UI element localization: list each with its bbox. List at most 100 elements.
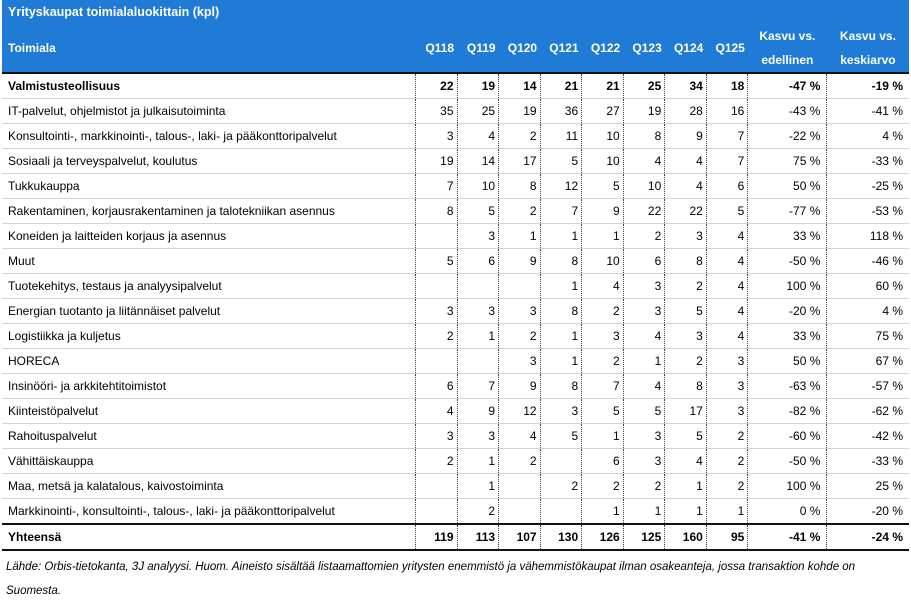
quarter-value: 8 bbox=[414, 198, 458, 224]
quarter-value: 1 bbox=[498, 223, 541, 249]
quarter-value: 8 bbox=[540, 248, 583, 274]
growth-vs-average: 4 % bbox=[826, 123, 909, 149]
quarter-value: 9 bbox=[498, 248, 541, 274]
quarter-value: 4 bbox=[664, 448, 707, 474]
industry-name: Markkinointi-, konsultointi-, talous-, l… bbox=[2, 498, 416, 525]
growth-vs-average: -62 % bbox=[826, 398, 909, 424]
header-row: Toimiala Q118 Q119 Q120 Q121 Q122 Q123 Q124 Q12… bbox=[2, 24, 909, 73]
quarter-value: 107 bbox=[498, 523, 541, 551]
header-line: keskiarvo bbox=[840, 53, 896, 67]
quarter-value: 17 bbox=[664, 398, 707, 424]
quarter-value: 19 bbox=[414, 148, 458, 174]
quarter-value: 2 bbox=[706, 473, 749, 499]
quarter-value: 6 bbox=[623, 248, 666, 274]
table-row: Insinööri- ja arkkitehtitoimistot 6 7 9 8 7 4 8… bbox=[2, 373, 909, 399]
industry-name: HORECA bbox=[2, 348, 416, 374]
table-row: Energian tuotanto ja liitännäiset palvel… bbox=[2, 298, 909, 324]
quarter-value: 119 bbox=[414, 523, 458, 551]
growth-vs-average: -33 % bbox=[826, 148, 909, 174]
quarter-value: 5 bbox=[457, 198, 500, 224]
quarter-value: 1 bbox=[664, 473, 707, 499]
column-header-quarter: Q119 bbox=[457, 24, 499, 73]
quarter-value: 28 bbox=[664, 98, 707, 124]
quarter-value: 3 bbox=[498, 348, 541, 374]
quarter-value: 4 bbox=[706, 323, 749, 349]
growth-vs-previous: 50 % bbox=[747, 348, 828, 374]
quarter-value: 5 bbox=[664, 423, 707, 449]
quarter-value: 1 bbox=[540, 348, 583, 374]
source-note: Lähde: Orbis-tietokanta, 3J analyysi. Hu… bbox=[6, 561, 856, 597]
quarter-value: 5 bbox=[664, 298, 707, 324]
quarter-value: 12 bbox=[498, 398, 541, 424]
quarter-value: 14 bbox=[457, 148, 500, 174]
quarter-value: 19 bbox=[498, 98, 541, 124]
growth-vs-previous: -77 % bbox=[747, 198, 828, 224]
quarter-value: 10 bbox=[623, 173, 666, 199]
quarter-value: 7 bbox=[414, 173, 458, 199]
table-row: Konsultointi-, markkinointi-, talous-, l… bbox=[2, 123, 909, 149]
quarter-value: 3 bbox=[664, 323, 707, 349]
quarter-value: 1 bbox=[540, 323, 583, 349]
quarter-value: 8 bbox=[540, 373, 583, 399]
quarter-value: 2 bbox=[623, 473, 666, 499]
quarter-value: 8 bbox=[540, 298, 583, 324]
industry-name: Konsultointi-, markkinointi-, talous-, l… bbox=[2, 123, 416, 149]
quarter-value: 2 bbox=[706, 448, 749, 474]
quarter-value: 18 bbox=[706, 72, 749, 99]
growth-vs-previous: -50 % bbox=[747, 448, 828, 474]
quarter-value: 7 bbox=[457, 373, 500, 399]
quarter-value: 1 bbox=[623, 498, 666, 525]
industry-name: Kiinteistöpalvelut bbox=[2, 398, 416, 424]
quarter-value: 12 bbox=[540, 173, 583, 199]
growth-vs-previous: 33 % bbox=[747, 323, 828, 349]
quarter-value bbox=[540, 448, 583, 474]
quarter-value: 9 bbox=[581, 198, 624, 224]
growth-vs-average: 67 % bbox=[826, 348, 909, 374]
growth-vs-average: 75 % bbox=[826, 323, 909, 349]
industry-name: Koneiden ja laitteiden korjaus ja asennu… bbox=[2, 223, 416, 249]
quarter-value bbox=[414, 348, 458, 374]
growth-vs-previous: 0 % bbox=[747, 498, 828, 525]
growth-vs-average: -57 % bbox=[826, 373, 909, 399]
quarter-value bbox=[414, 498, 458, 525]
quarter-value: 25 bbox=[623, 72, 666, 99]
quarter-value: 2 bbox=[414, 323, 458, 349]
quarter-value: 2 bbox=[664, 273, 707, 299]
quarter-value: 36 bbox=[540, 98, 583, 124]
column-header-growth-average: Kasvu vs. keskiarvo bbox=[826, 24, 909, 73]
quarter-value: 3 bbox=[706, 348, 749, 374]
growth-vs-average: -33 % bbox=[826, 448, 909, 474]
quarter-value: 160 bbox=[664, 523, 707, 551]
growth-vs-average: -25 % bbox=[826, 173, 909, 199]
quarter-value: 2 bbox=[457, 498, 500, 525]
column-header-quarter: Q121 bbox=[540, 24, 582, 73]
quarter-value: 7 bbox=[706, 148, 749, 174]
quarter-value: 3 bbox=[414, 423, 458, 449]
column-header-growth-previous: Kasvu vs. edellinen bbox=[747, 24, 827, 73]
industry-name: Energian tuotanto ja liitännäiset palvel… bbox=[2, 298, 416, 324]
quarter-value: 113 bbox=[457, 523, 500, 551]
quarter-value: 3 bbox=[623, 423, 666, 449]
quarter-value: 5 bbox=[540, 423, 583, 449]
quarter-value: 4 bbox=[664, 148, 707, 174]
growth-vs-average: 25 % bbox=[826, 473, 909, 499]
table-row: Maa, metsä ja kalatalous, kaivostoiminta… bbox=[2, 473, 909, 499]
quarter-value: 9 bbox=[457, 398, 500, 424]
industry-name: Logistiikka ja kuljetus bbox=[2, 323, 416, 349]
quarter-value: 2 bbox=[498, 198, 541, 224]
table-row: Rahoituspalvelut 3 3 4 5 1 3 5 2 -60 % -42 % bbox=[2, 423, 909, 449]
quarter-value: 1 bbox=[540, 223, 583, 249]
quarter-value: 7 bbox=[581, 373, 624, 399]
quarter-value: 2 bbox=[664, 348, 707, 374]
table-row: Tuotekehitys, testaus ja analyysipalvelu… bbox=[2, 273, 909, 299]
quarter-value: 3 bbox=[457, 298, 500, 324]
quarter-value: 1 bbox=[457, 473, 500, 499]
table-row: Logistiikka ja kuljetus 2 1 2 1 3 4 3 4 33 % 75 % bbox=[2, 323, 909, 349]
growth-vs-average: -19 % bbox=[826, 72, 909, 99]
quarter-value: 21 bbox=[581, 72, 624, 99]
quarter-value: 4 bbox=[706, 273, 749, 299]
quarter-value: 2 bbox=[414, 448, 458, 474]
quarter-value: 1 bbox=[706, 498, 749, 525]
quarter-value: 8 bbox=[664, 373, 707, 399]
